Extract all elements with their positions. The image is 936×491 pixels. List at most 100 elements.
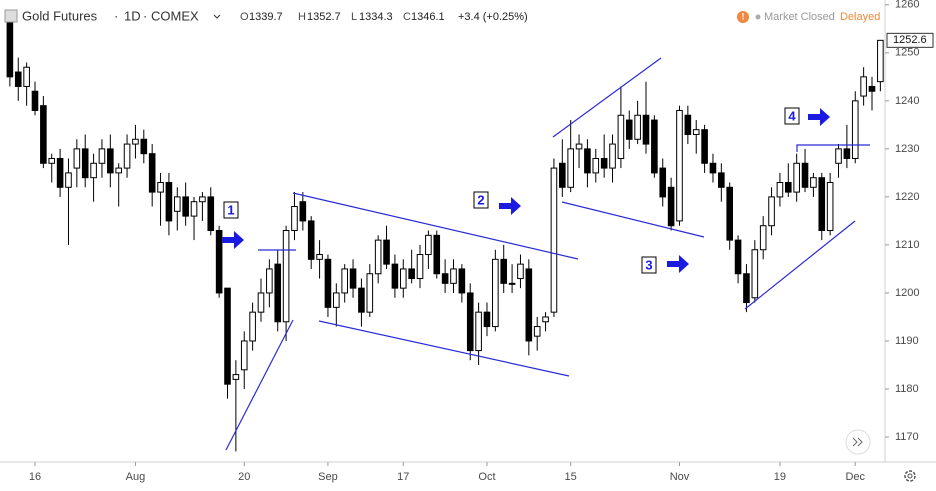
candle-body xyxy=(634,114,641,140)
candle-body xyxy=(877,39,884,83)
candle-body xyxy=(299,201,307,222)
candle-body xyxy=(14,71,22,87)
candle-body xyxy=(625,119,633,140)
candle-body xyxy=(81,148,89,179)
logo xyxy=(4,9,18,23)
label-box xyxy=(223,201,239,219)
candle-body xyxy=(726,186,734,241)
candle-body xyxy=(56,157,64,188)
arrow xyxy=(499,197,521,215)
candle-body xyxy=(617,114,625,159)
candle-body xyxy=(826,181,834,232)
candle-body xyxy=(718,172,725,188)
trend-line xyxy=(552,57,662,138)
candle-body xyxy=(743,273,750,304)
candle-body xyxy=(835,148,842,164)
candle-body xyxy=(90,162,97,179)
x-tick-label: 17 xyxy=(397,471,409,483)
y-tick-label: 1230 xyxy=(895,143,919,155)
candle-body xyxy=(224,287,231,385)
y-tick-label: 1240 xyxy=(895,95,919,107)
candle-body xyxy=(659,167,667,198)
candle-body xyxy=(425,234,432,256)
candle-body xyxy=(232,374,240,380)
candle-body xyxy=(115,167,122,174)
candle-body xyxy=(48,157,56,164)
exchange: COMEX xyxy=(151,8,199,23)
candle-body xyxy=(584,148,591,174)
candle-body xyxy=(40,105,47,164)
label-box xyxy=(784,107,800,125)
warning-icon[interactable] xyxy=(737,11,749,23)
y-tick-label: 1170 xyxy=(895,431,919,443)
settings[interactable] xyxy=(904,470,916,482)
candle-body xyxy=(282,230,290,323)
ohlc-label: O xyxy=(240,11,249,23)
candle-body xyxy=(609,143,616,169)
candle-body xyxy=(266,268,273,294)
dropdown-icon[interactable] xyxy=(213,14,221,19)
candle-body xyxy=(810,177,817,188)
header: Gold Futures · 1D · COMEX O 1339.7 H 135… xyxy=(4,8,880,23)
candle-body xyxy=(508,282,516,285)
last-price-label: 1252.6 xyxy=(893,34,927,46)
candle-body xyxy=(148,153,156,193)
candle-body xyxy=(157,181,164,193)
delay-status: Delayed xyxy=(840,11,880,23)
candle-body xyxy=(667,186,675,227)
candle-body xyxy=(525,268,533,342)
candle-body xyxy=(592,157,600,174)
arrows xyxy=(222,108,830,273)
candle-body xyxy=(550,167,558,313)
candle-body xyxy=(567,148,574,188)
candle-body xyxy=(341,268,348,294)
candle-body xyxy=(642,114,650,145)
label-box xyxy=(641,256,657,274)
candle-body xyxy=(358,287,365,313)
trend-lines xyxy=(225,57,870,451)
y-tick-label: 1210 xyxy=(895,239,919,251)
arrow xyxy=(222,231,244,249)
annotation: 3 xyxy=(645,257,652,272)
candle-body xyxy=(307,220,315,260)
candle-body xyxy=(433,234,441,275)
change: +3.4 (+0.25%) xyxy=(458,11,528,23)
candle-body xyxy=(784,181,792,193)
candle-body xyxy=(676,109,683,222)
separator: · xyxy=(114,8,118,23)
candle-body xyxy=(6,18,14,78)
market-status: Market Closed xyxy=(764,11,835,23)
last-price-box xyxy=(886,32,934,48)
label-box xyxy=(473,191,489,209)
labels: 1 2 3 4 xyxy=(223,107,800,274)
candle-body xyxy=(23,66,30,87)
candle-body xyxy=(483,311,491,328)
trend-line xyxy=(318,320,570,377)
scroll-button-circle[interactable] xyxy=(845,429,871,455)
x-tick-label: Sep xyxy=(318,471,338,483)
interval: 1D xyxy=(124,8,141,23)
settings-icon[interactable] xyxy=(904,470,916,482)
y-tick-label: 1200 xyxy=(895,287,919,299)
ohlc-value: 1346.1 xyxy=(411,11,445,23)
candle-body xyxy=(107,148,114,174)
candle-body xyxy=(793,162,800,193)
scroll-button[interactable] xyxy=(845,429,871,455)
candle-body xyxy=(542,316,549,323)
candle-body xyxy=(851,100,859,159)
candle-body xyxy=(684,114,692,135)
candle-body xyxy=(475,311,482,352)
candle-body xyxy=(776,181,784,198)
candle-body xyxy=(408,268,415,280)
trend-line xyxy=(561,201,705,238)
scroll-icon xyxy=(852,437,863,447)
candle-body xyxy=(575,143,583,150)
x-tick-label: 16 xyxy=(29,471,41,483)
candle-body xyxy=(207,196,215,232)
candle-body xyxy=(751,249,759,299)
trend-line xyxy=(225,319,294,451)
candle-body xyxy=(768,196,775,227)
candle-body xyxy=(182,196,189,217)
